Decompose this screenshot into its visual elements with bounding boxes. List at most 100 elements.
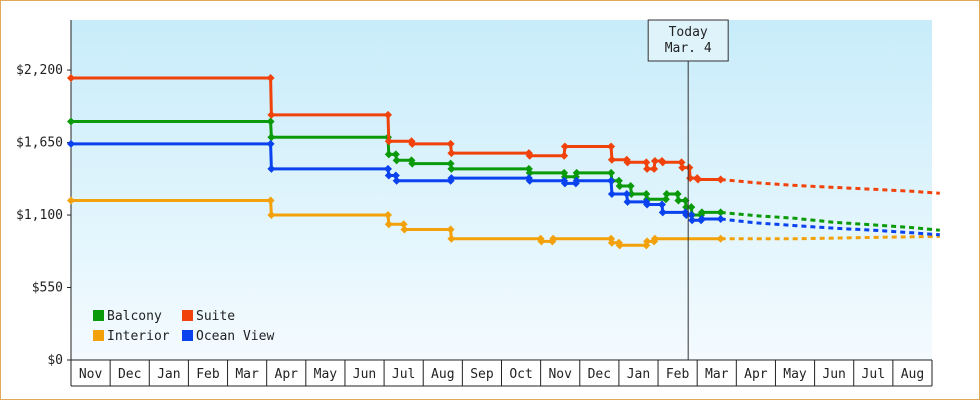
data-point[interactable] — [643, 164, 652, 173]
data-point[interactable] — [642, 158, 651, 167]
data-point[interactable] — [560, 151, 569, 160]
data-point[interactable] — [384, 150, 393, 159]
data-point[interactable] — [623, 197, 632, 206]
data-point[interactable] — [384, 220, 393, 229]
data-point[interactable] — [399, 220, 408, 229]
data-point[interactable] — [267, 110, 276, 119]
data-point[interactable] — [560, 142, 569, 151]
data-point[interactable] — [643, 237, 652, 246]
today-label: Mar. 4 — [665, 41, 712, 56]
data-point[interactable] — [678, 163, 687, 172]
data-point[interactable] — [67, 73, 75, 82]
data-point[interactable] — [392, 156, 401, 165]
data-point[interactable] — [525, 176, 534, 185]
data-point[interactable] — [623, 158, 632, 167]
data-point[interactable] — [391, 150, 400, 159]
data-point[interactable] — [525, 168, 534, 177]
data-point[interactable] — [607, 189, 616, 198]
data-point[interactable] — [622, 189, 631, 198]
data-point[interactable] — [267, 211, 276, 220]
data-point[interactable] — [572, 176, 581, 185]
data-point[interactable] — [661, 195, 670, 204]
data-point[interactable] — [688, 216, 697, 225]
data-point[interactable] — [266, 196, 275, 205]
data-point[interactable] — [266, 139, 275, 148]
data-point[interactable] — [607, 155, 616, 164]
data-point[interactable] — [697, 208, 706, 217]
data-point[interactable] — [446, 139, 455, 148]
data-point[interactable] — [650, 164, 659, 173]
data-point[interactable] — [447, 174, 456, 183]
data-point[interactable] — [685, 163, 694, 172]
data-point[interactable] — [607, 238, 616, 247]
data-point[interactable] — [650, 157, 659, 166]
data-point[interactable] — [447, 234, 456, 243]
data-point[interactable] — [267, 133, 276, 142]
data-point[interactable] — [626, 182, 635, 191]
data-point[interactable] — [266, 117, 275, 126]
data-point[interactable] — [615, 241, 624, 250]
data-point[interactable] — [658, 158, 667, 167]
data-point[interactable] — [657, 200, 666, 209]
data-point[interactable] — [67, 117, 75, 126]
x-tick-label: Dec — [118, 367, 141, 382]
legend-swatch-suite — [182, 310, 193, 321]
x-tick-label: Apr — [275, 367, 299, 382]
data-point[interactable] — [677, 158, 686, 167]
data-point[interactable] — [67, 196, 75, 205]
data-point[interactable] — [446, 159, 455, 168]
data-point[interactable] — [650, 234, 659, 243]
data-point[interactable] — [697, 214, 706, 223]
x-tick-label: Jan — [157, 367, 180, 382]
data-point[interactable] — [408, 139, 417, 148]
data-point[interactable] — [447, 164, 456, 173]
data-point[interactable] — [408, 159, 417, 168]
data-point[interactable] — [384, 164, 393, 173]
data-point[interactable] — [658, 208, 667, 217]
data-point[interactable] — [716, 175, 725, 184]
data-point[interactable] — [716, 234, 725, 243]
data-point[interactable] — [549, 234, 558, 243]
data-point[interactable] — [446, 225, 455, 234]
data-point[interactable] — [693, 175, 702, 184]
x-tick-label: Oct — [509, 367, 532, 382]
data-point[interactable] — [673, 189, 682, 198]
data-point[interactable] — [607, 142, 616, 151]
legend-swatch-ocean-view — [182, 330, 193, 341]
data-point[interactable] — [643, 200, 652, 209]
legend-label-ocean-view: Ocean View — [196, 329, 274, 344]
data-point[interactable] — [400, 225, 409, 234]
chart-legend: Balcony Suite Interior Ocean View — [93, 309, 274, 344]
data-point[interactable] — [607, 168, 616, 177]
data-point[interactable] — [687, 211, 696, 220]
data-point[interactable] — [537, 237, 546, 246]
data-point[interactable] — [716, 214, 725, 223]
data-point[interactable] — [560, 179, 569, 188]
data-point[interactable] — [627, 189, 636, 198]
data-point[interactable] — [525, 151, 534, 160]
x-tick-label: Nov — [79, 367, 103, 382]
data-point[interactable] — [716, 208, 725, 217]
data-point[interactable] — [267, 164, 276, 173]
data-point[interactable] — [266, 73, 275, 82]
data-point[interactable] — [384, 211, 393, 220]
data-point[interactable] — [662, 189, 671, 198]
data-point[interactable] — [384, 171, 393, 180]
data-point[interactable] — [67, 139, 75, 148]
data-point[interactable] — [384, 110, 393, 119]
data-point[interactable] — [614, 176, 623, 185]
x-tick-label: Dec — [588, 367, 611, 382]
data-point[interactable] — [674, 196, 683, 205]
data-point[interactable] — [384, 137, 393, 146]
data-point[interactable] — [447, 149, 456, 158]
data-point[interactable] — [615, 182, 624, 191]
data-point[interactable] — [392, 176, 401, 185]
data-point[interactable] — [572, 168, 581, 177]
data-point[interactable] — [391, 171, 400, 180]
data-point[interactable] — [642, 189, 651, 198]
data-point[interactable] — [681, 196, 690, 205]
data-point[interactable] — [607, 176, 616, 185]
axes: $2,200 $1,650 $1,100 $550 $0 Nov Dec Jan Feb Mar A… — [16, 20, 933, 387]
data-point[interactable] — [687, 203, 696, 212]
y-tick-label: $0 — [47, 353, 63, 368]
